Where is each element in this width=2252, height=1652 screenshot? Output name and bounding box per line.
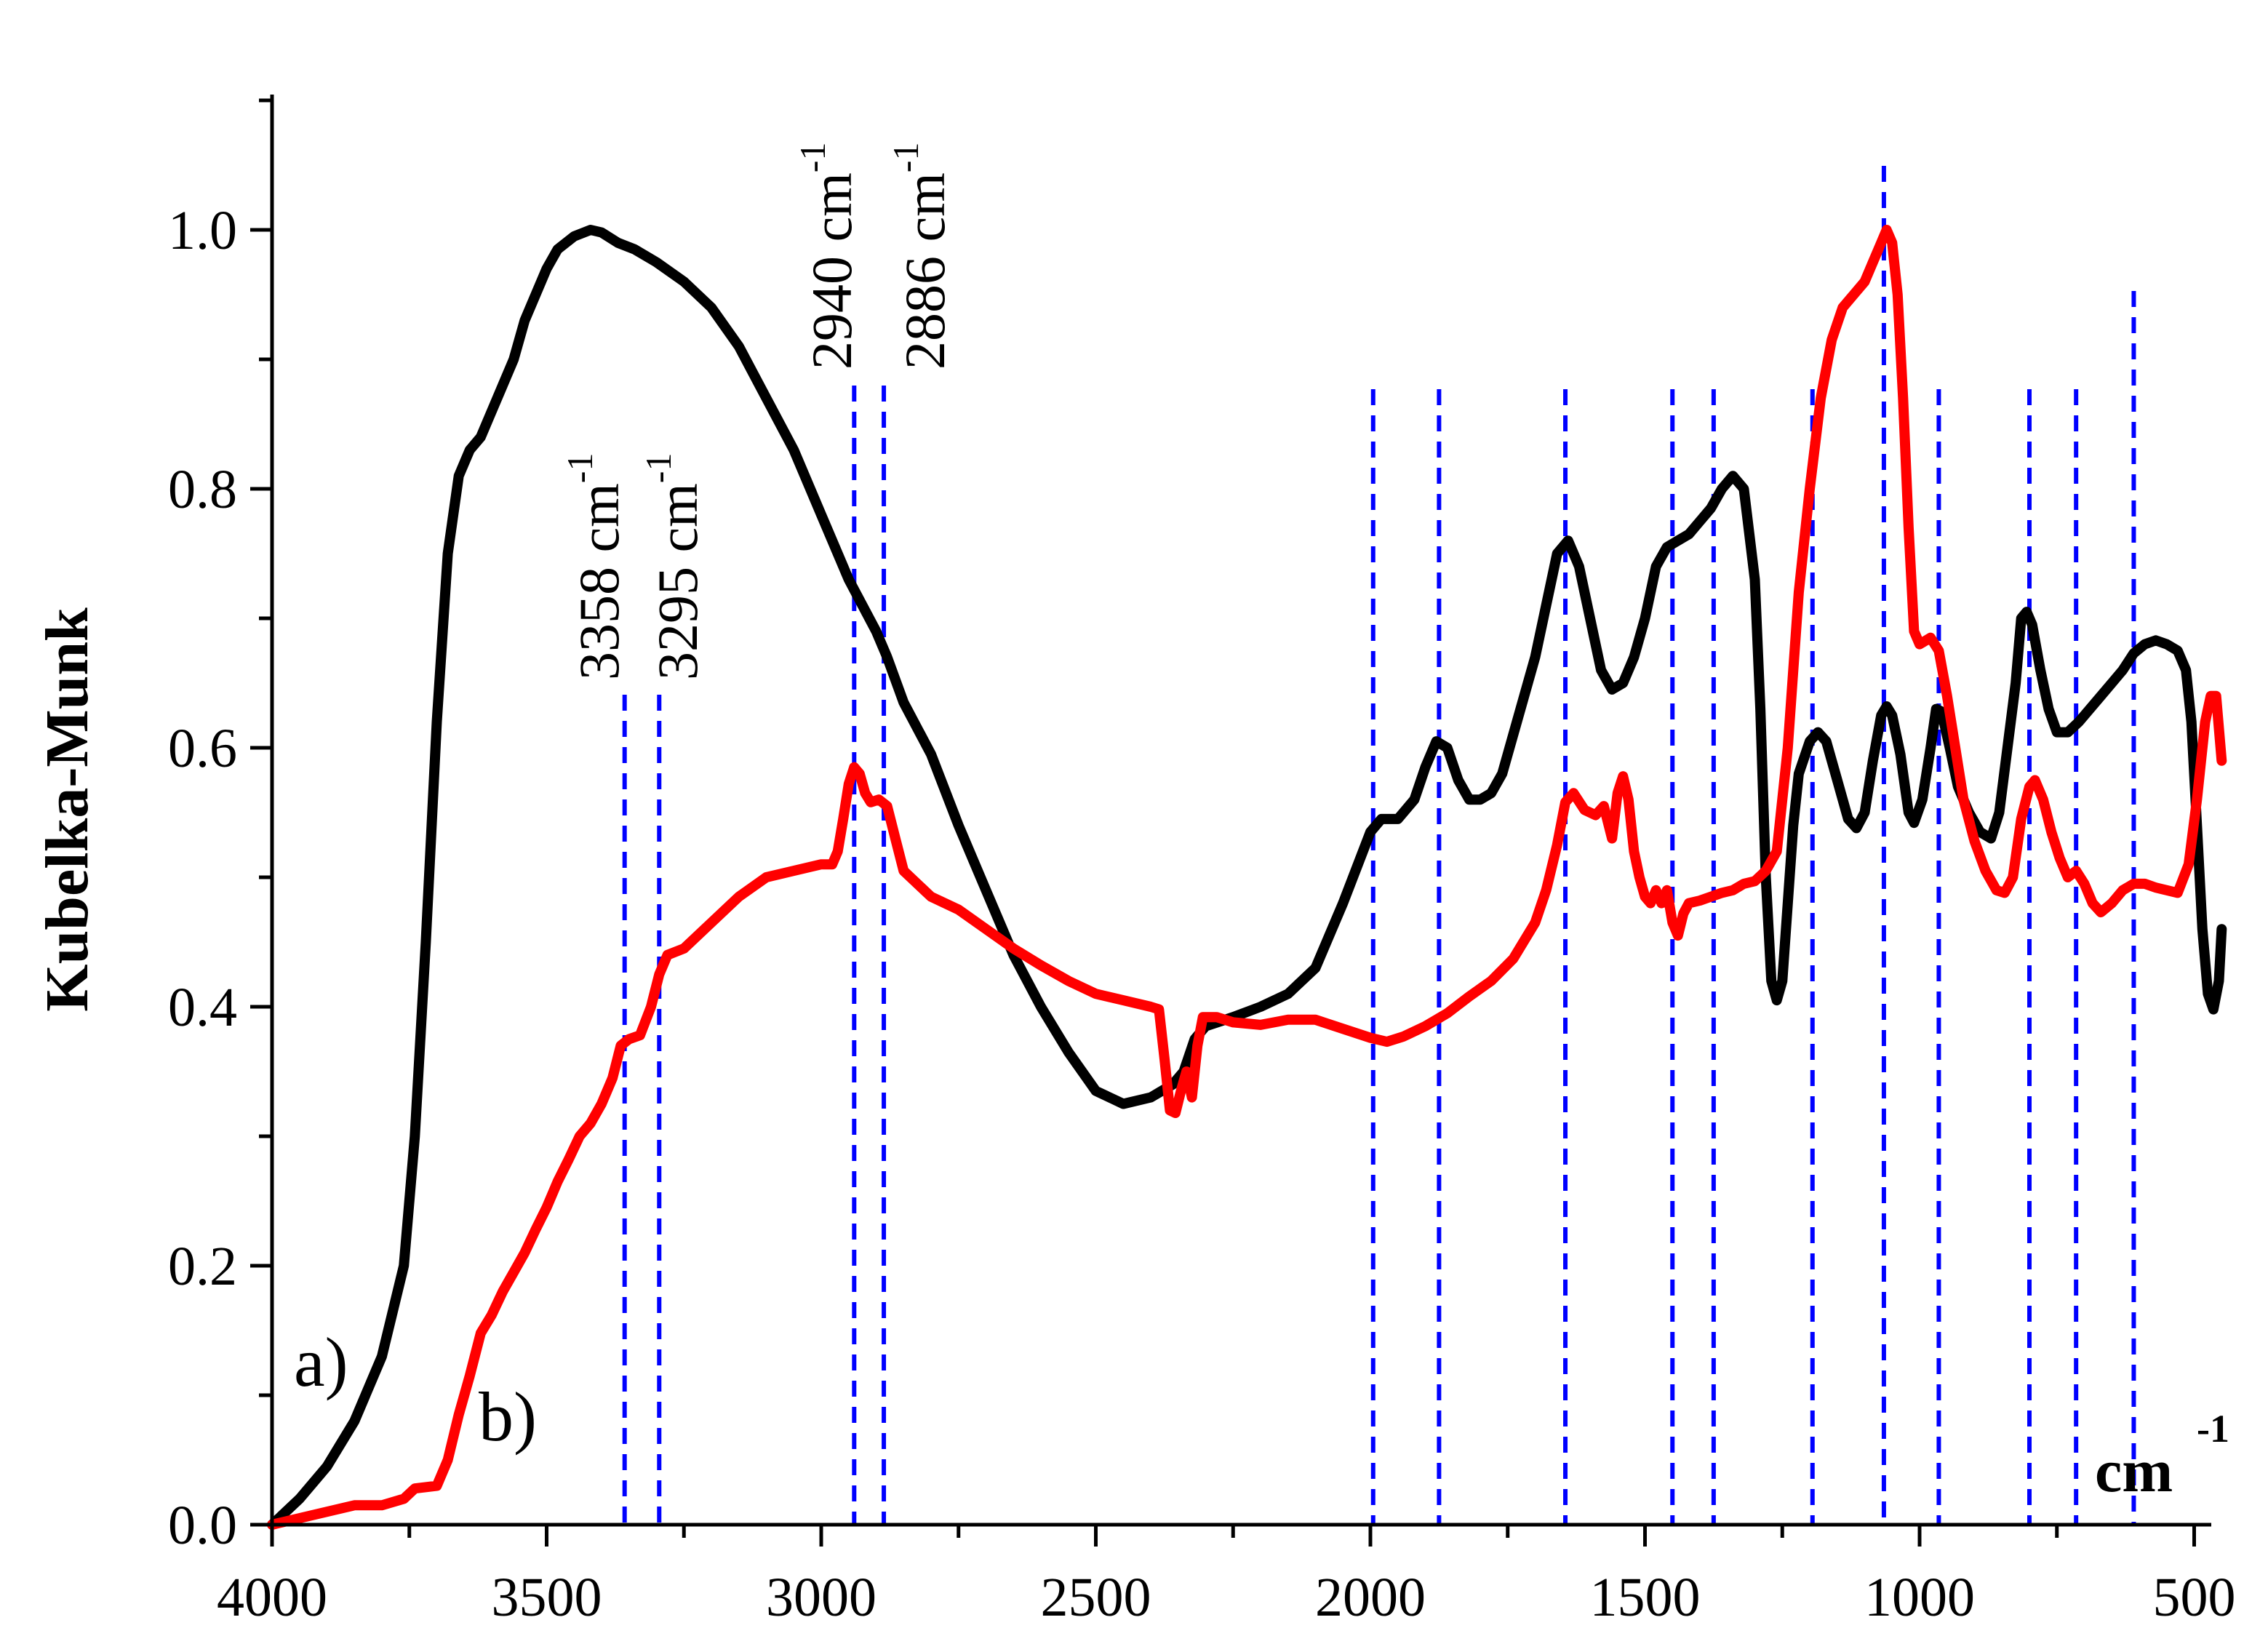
x-tick-label: 2000 [1315, 1567, 1426, 1628]
peak-annotation-unit: cm [893, 172, 957, 242]
y-tick-label: 0.8 [168, 459, 237, 520]
peak-annotation-superscript: -1 [638, 453, 679, 484]
x-axis-title-superscript: -1 [2197, 1407, 2229, 1451]
peak-annotation: 3358 cm-1 [559, 453, 631, 680]
peak-annotation-superscript: -1 [792, 143, 833, 173]
x-tick-label: 500 [2153, 1567, 2236, 1628]
peak-annotation-number: 2886 [893, 242, 957, 370]
peak-annotation-number: 3358 [567, 553, 631, 681]
series-label-a: a) [294, 1323, 348, 1401]
x-axis-title: cm [2095, 1437, 2173, 1505]
peak-annotation-unit: cm [646, 483, 709, 552]
peak-annotation-superscript: -1 [559, 453, 600, 484]
y-tick-label: 0.4 [168, 977, 237, 1038]
x-tick-label: 2500 [1041, 1567, 1151, 1628]
peak-annotation-number: 3295 [646, 553, 709, 681]
peak-annotation: 2886 cm-1 [885, 143, 957, 370]
y-axis-title: Kubelka-Munk [33, 607, 101, 1012]
series-label-b: b) [479, 1378, 537, 1456]
y-tick-label: 0.0 [168, 1495, 237, 1556]
peak-annotation-number: 2940 [800, 242, 863, 370]
x-tick-label: 1000 [1864, 1567, 1975, 1628]
peak-annotation-unit: cm [800, 172, 863, 242]
peak-annotation: 3295 cm-1 [638, 453, 709, 680]
x-tick-label: 3500 [492, 1567, 602, 1628]
y-tick-label: 1.0 [168, 200, 237, 261]
peak-annotation: 2940 cm-1 [792, 143, 863, 370]
reference-lines [622, 166, 2136, 1525]
spectrum-series [267, 225, 2227, 1530]
series-line-a [267, 225, 2227, 1530]
peak-annotation-superscript: -1 [885, 143, 926, 173]
y-tick-label: 0.6 [168, 718, 237, 779]
axis-ticks: 4000 3500 3000 2500 2000 1500 1000 500 0.0 0.2 0.4… [168, 98, 2236, 1628]
series-line-b [267, 225, 2227, 1530]
x-tick-label: 1500 [1590, 1567, 1701, 1628]
x-tick-label: 4000 [217, 1567, 327, 1628]
y-tick-label: 0.2 [168, 1236, 237, 1297]
axes [270, 95, 2211, 1527]
peak-annotation-unit: cm [567, 483, 631, 552]
x-tick-label: 3000 [766, 1567, 877, 1628]
